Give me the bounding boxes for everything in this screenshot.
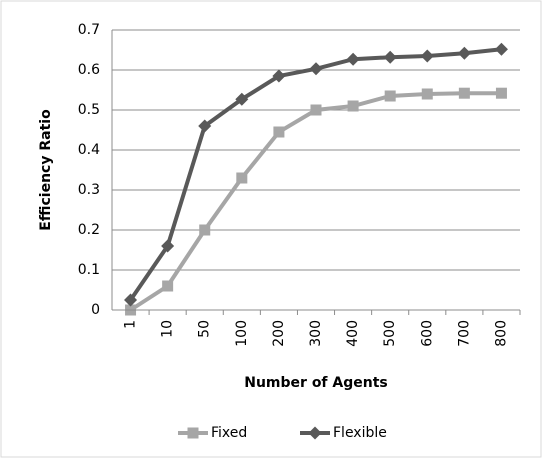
marker — [420, 49, 434, 63]
y-tick-label: 0.2 — [78, 222, 100, 238]
marker — [198, 119, 212, 133]
x-tick-label: 200 — [271, 320, 287, 347]
x-tick-label: 400 — [345, 320, 361, 347]
y-tick-label: 0 — [91, 302, 100, 318]
y-tick-label: 0.3 — [78, 182, 100, 198]
marker — [495, 87, 507, 99]
y-tick-label: 0.7 — [78, 22, 100, 38]
x-tick-label: 10 — [160, 320, 176, 338]
y-axis-label: Efficiency Ratio — [38, 109, 54, 231]
x-tick-label: 700 — [456, 320, 472, 347]
x-tick-label: 600 — [419, 320, 435, 347]
legend-label: Flexible — [333, 425, 387, 441]
x-tick-label: 500 — [382, 320, 398, 347]
y-tick-label: 0.5 — [78, 102, 100, 118]
marker — [272, 69, 286, 83]
marker — [124, 293, 138, 307]
x-tick-label: 1 — [123, 320, 139, 329]
marker — [494, 42, 508, 56]
marker — [235, 92, 249, 106]
marker — [457, 46, 471, 60]
marker — [273, 126, 285, 138]
marker — [458, 87, 470, 99]
y-tick-label: 0.1 — [78, 262, 100, 278]
marker — [199, 224, 211, 236]
y-tick-label: 0.6 — [78, 62, 100, 78]
marker — [236, 172, 248, 184]
legend-marker — [308, 426, 322, 440]
x-tick-label: 800 — [493, 320, 509, 347]
marker — [383, 50, 397, 64]
y-tick-label: 0.4 — [78, 142, 100, 158]
x-tick-label: 100 — [234, 320, 250, 347]
x-axis-label: Number of Agents — [244, 375, 388, 391]
marker — [162, 280, 174, 292]
marker — [347, 100, 359, 112]
x-tick-label: 50 — [197, 320, 213, 338]
marker — [310, 104, 322, 116]
legend-marker — [187, 427, 199, 439]
marker — [384, 90, 396, 102]
marker — [309, 62, 323, 76]
legend-label: Fixed — [211, 425, 247, 441]
marker — [161, 239, 175, 253]
x-tick-label: 300 — [308, 320, 324, 347]
marker — [346, 52, 360, 66]
marker — [421, 88, 433, 100]
